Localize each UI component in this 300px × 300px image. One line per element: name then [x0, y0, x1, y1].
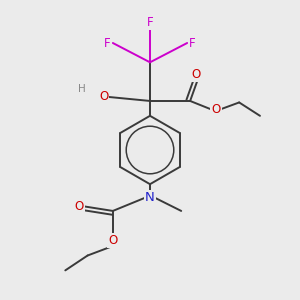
Text: O: O [108, 234, 118, 247]
Text: F: F [147, 16, 153, 29]
Text: H: H [78, 84, 86, 94]
Text: O: O [99, 90, 109, 103]
Text: F: F [189, 37, 196, 50]
Text: O: O [191, 68, 201, 81]
Text: O: O [75, 200, 84, 213]
Text: F: F [104, 37, 111, 50]
Text: N: N [145, 191, 155, 204]
Text: O: O [212, 103, 220, 116]
